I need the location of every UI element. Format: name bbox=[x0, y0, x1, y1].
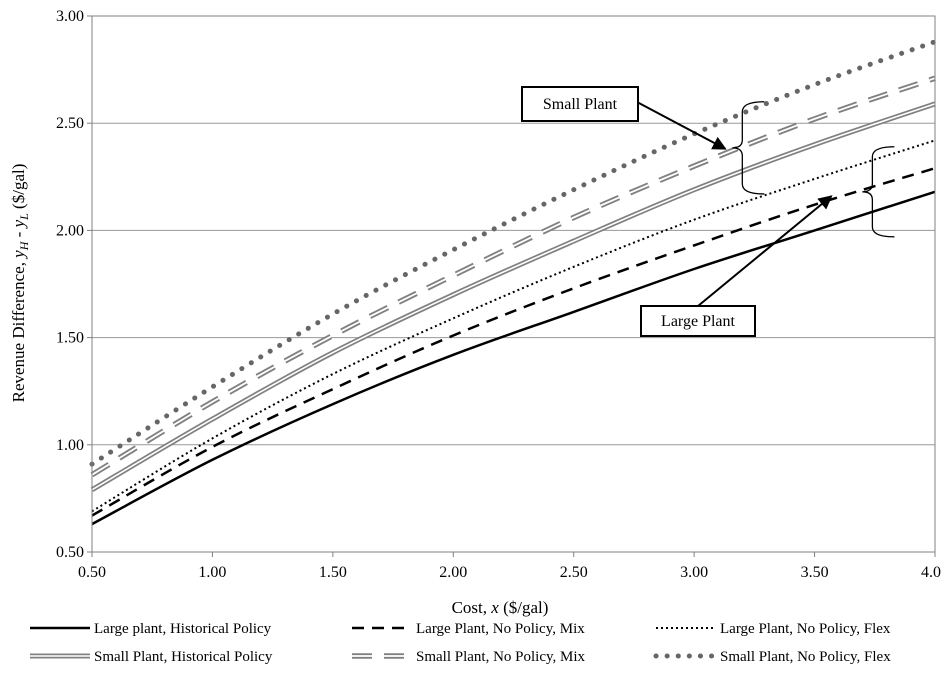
y-axis-title: Revenue Difference, yH - yL ($/gal) bbox=[9, 164, 31, 403]
series-line-4 bbox=[90, 101, 936, 492]
series-line-3 bbox=[91, 139, 936, 513]
legend-label: Large Plant, No Policy, Flex bbox=[720, 621, 891, 637]
x-tick-label: 3.50 bbox=[801, 564, 829, 581]
series-lines bbox=[89, 39, 938, 526]
x-tick-label: 1.00 bbox=[198, 564, 226, 581]
x-tick-label: 4.00 bbox=[921, 564, 941, 581]
legend-item: Small Plant, No Policy, Mix bbox=[352, 649, 586, 665]
y-tick-label: 3.00 bbox=[56, 8, 84, 25]
callout-label: Small Plant bbox=[543, 96, 618, 113]
callout-label: Large Plant bbox=[661, 313, 735, 330]
legend-item: Large plant, Historical Policy bbox=[30, 621, 272, 637]
x-tick-label: 2.50 bbox=[560, 564, 588, 581]
callout-box bbox=[640, 305, 756, 337]
x-tick-label: 2.00 bbox=[439, 564, 467, 581]
legend: Large plant, Historical Policy Large Plan… bbox=[30, 621, 891, 665]
callout-arrow bbox=[697, 195, 833, 307]
y-tick-labels: 0.50 1.00 1.50 2.00 2.50 3.00 bbox=[56, 8, 84, 561]
gridlines bbox=[87, 15, 936, 557]
legend-label: Small Plant, No Policy, Flex bbox=[720, 649, 891, 665]
legend-label: Large Plant, No Policy, Mix bbox=[416, 621, 585, 637]
legend-item: Small Plant, Historical Policy bbox=[30, 649, 273, 665]
x-axis-title: Cost, x ($/gal) bbox=[452, 598, 549, 617]
legend-item: Large Plant, No Policy, Flex bbox=[656, 621, 891, 637]
legend-item: Large Plant, No Policy, Mix bbox=[352, 621, 585, 637]
legend-label: Small Plant, No Policy, Mix bbox=[416, 649, 586, 665]
x-tick-label: 1.50 bbox=[319, 564, 347, 581]
y-tick-label: 1.00 bbox=[56, 437, 84, 454]
series-line-1 bbox=[91, 190, 936, 526]
legend-label: Large plant, Historical Policy bbox=[94, 621, 272, 637]
x-tick-label: 3.00 bbox=[680, 564, 708, 581]
series-line-2 bbox=[91, 167, 936, 517]
large-plant-brace bbox=[862, 146, 895, 238]
y-tick-label: 1.50 bbox=[56, 330, 84, 347]
callout-arrow bbox=[636, 101, 727, 150]
legend-item: Small Plant, No Policy, Flex bbox=[653, 649, 891, 665]
plot-area-frame bbox=[91, 15, 936, 553]
callout-box bbox=[521, 86, 639, 122]
series-line-6 bbox=[89, 39, 938, 467]
x-tick-label: 0.50 bbox=[78, 564, 106, 581]
y-tick-label: 2.00 bbox=[56, 222, 84, 239]
y-tick-label: 0.50 bbox=[56, 544, 84, 561]
x-tick-labels: 0.50 1.00 1.50 2.00 2.50 3.00 3.50 4.00 bbox=[78, 564, 941, 581]
y-tick-label: 2.50 bbox=[56, 115, 84, 132]
legend-label: Small Plant, Historical Policy bbox=[94, 649, 273, 665]
annotations: Small Plant Large Plant bbox=[521, 86, 895, 337]
